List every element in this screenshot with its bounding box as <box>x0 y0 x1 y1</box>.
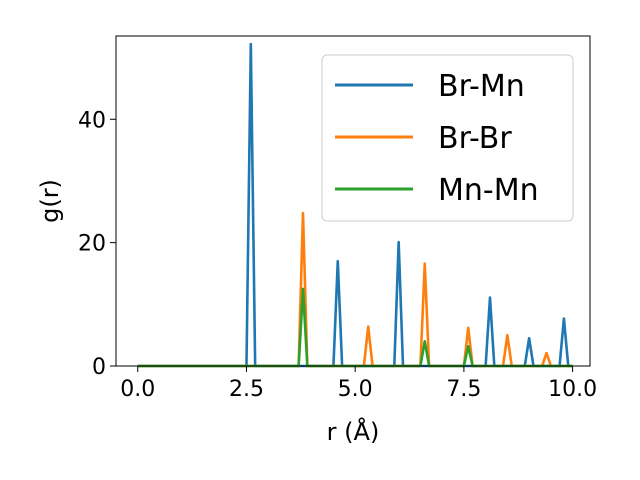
legend: Br-Mn Br-Br Mn-Mn <box>321 54 574 222</box>
legend-label-1: Br-Br <box>438 121 512 156</box>
x-tick-label: 2.5 <box>229 377 264 402</box>
y-axis-ticks: 0 20 40 <box>78 108 116 380</box>
legend-label-2: Mn-Mn <box>438 173 539 208</box>
y-tick-label: 20 <box>78 232 106 257</box>
x-tick-label: 0.0 <box>120 377 155 402</box>
legend-box <box>321 54 574 222</box>
x-axis-ticks: 0.0 2.5 5.0 7.5 10.0 <box>120 366 597 402</box>
x-tick-label: 10.0 <box>548 377 597 402</box>
x-tick-label: 5.0 <box>338 377 373 402</box>
plot-frame <box>115 35 591 367</box>
y-tick-label: 0 <box>92 355 106 380</box>
y-axis-label: g(r) <box>36 179 64 223</box>
x-axis-label: r (Å) <box>327 417 380 446</box>
x-tick-label: 7.5 <box>446 377 481 402</box>
y-tick-label: 40 <box>78 108 106 133</box>
legend-label-0: Br-Mn <box>438 69 525 104</box>
